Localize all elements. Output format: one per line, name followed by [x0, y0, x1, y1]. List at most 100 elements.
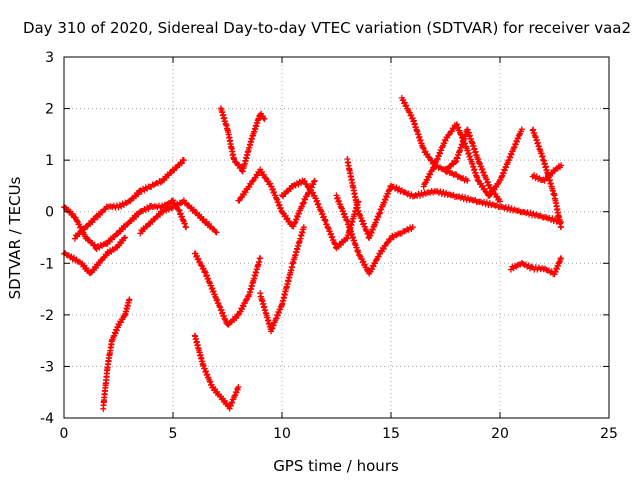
data-point	[425, 174, 432, 181]
data-point	[424, 151, 431, 158]
data-point	[260, 115, 267, 122]
series-track-16	[420, 121, 525, 199]
data-point	[487, 184, 494, 191]
y-tick-label: -4	[40, 411, 54, 427]
data-points	[61, 94, 565, 412]
data-point	[355, 249, 362, 256]
data-point	[135, 191, 142, 198]
data-point	[408, 112, 415, 119]
x-tick-labels: 0 5 10 15 20 25	[60, 426, 618, 442]
series-track-3	[100, 296, 133, 412]
x-tick-label: 0	[60, 426, 69, 442]
data-point	[178, 160, 185, 167]
data-point	[384, 239, 391, 246]
data-point	[558, 162, 565, 169]
chart-title: Day 310 of 2020, Sidereal Day-to-day VTE…	[23, 19, 631, 37]
data-point	[195, 255, 202, 262]
data-point	[74, 218, 81, 225]
x-tick-label: 20	[491, 426, 509, 442]
series-track-4	[71, 156, 187, 242]
data-point	[117, 319, 124, 326]
data-point	[260, 171, 267, 178]
series-track-2	[61, 234, 129, 277]
data-point	[427, 171, 434, 178]
data-point	[295, 181, 302, 188]
data-point	[257, 255, 264, 262]
data-point	[180, 157, 187, 164]
plot-frame	[63, 56, 610, 419]
data-point	[233, 315, 240, 322]
series-track-14	[398, 94, 471, 184]
data-point	[98, 257, 105, 264]
data-point	[464, 177, 471, 184]
series-track-15	[388, 183, 565, 226]
data-point	[261, 115, 268, 122]
data-point	[286, 218, 293, 225]
series-track-11	[279, 177, 362, 252]
y-tick-label: -2	[40, 308, 54, 324]
series-track-8	[217, 105, 268, 175]
data-point	[487, 191, 494, 198]
data-point	[370, 263, 377, 270]
data-point	[91, 241, 98, 248]
series-track-19	[507, 255, 565, 278]
data-point	[309, 189, 316, 196]
x-tick-label: 10	[273, 426, 291, 442]
y-tick-label: -3	[40, 359, 54, 375]
series-track-7	[191, 332, 242, 412]
data-point	[235, 384, 242, 391]
grid-lines	[64, 57, 609, 418]
series-track-18	[529, 126, 565, 231]
data-point	[126, 296, 133, 303]
data-point	[380, 245, 387, 252]
data-point	[558, 255, 565, 262]
y-tick-labels: -4 -3 -2 -1 0 1 2 3	[40, 50, 54, 427]
series-track-10	[257, 224, 307, 335]
data-point	[279, 210, 286, 217]
data-point	[518, 126, 525, 133]
series-track-20	[529, 162, 565, 184]
data-point	[302, 196, 309, 203]
data-point	[403, 102, 410, 109]
data-point	[361, 261, 368, 268]
x-axis-label: GPS time / hours	[273, 457, 399, 475]
data-point	[114, 231, 121, 238]
data-point	[493, 183, 500, 190]
data-point	[167, 169, 174, 176]
data-point	[91, 216, 98, 223]
data-point	[452, 159, 459, 166]
y-tick-label: 3	[45, 50, 54, 66]
series-track-5	[137, 197, 220, 237]
data-point	[121, 235, 128, 242]
data-point	[122, 234, 129, 241]
data-point	[497, 198, 503, 205]
series-track-12	[344, 156, 394, 242]
data-point	[301, 177, 308, 184]
data-point	[249, 177, 256, 184]
data-point	[235, 312, 242, 319]
y-tick-label: -1	[40, 256, 54, 272]
data-point	[232, 159, 239, 166]
data-point	[481, 185, 488, 192]
data-point	[310, 178, 317, 185]
series-track-6	[191, 250, 264, 328]
data-point	[240, 303, 247, 310]
y-axis-label: SDTVAR / TECUs	[6, 176, 24, 299]
tick-marks	[63, 56, 610, 419]
data-point	[373, 256, 380, 263]
data-point	[183, 224, 190, 231]
series-track-1	[61, 197, 190, 253]
data-point	[262, 174, 269, 181]
series-track-9	[235, 166, 318, 230]
data-point	[558, 224, 565, 231]
data-point	[267, 180, 274, 187]
data-point	[213, 229, 220, 236]
x-tick-label: 5	[169, 426, 178, 442]
data-point	[156, 211, 163, 218]
x-tick-label: 15	[382, 426, 400, 442]
y-tick-label: 1	[45, 153, 54, 169]
data-point	[69, 210, 76, 217]
data-point	[409, 224, 416, 231]
y-tick-label: 2	[45, 102, 54, 118]
data-point	[300, 224, 307, 231]
